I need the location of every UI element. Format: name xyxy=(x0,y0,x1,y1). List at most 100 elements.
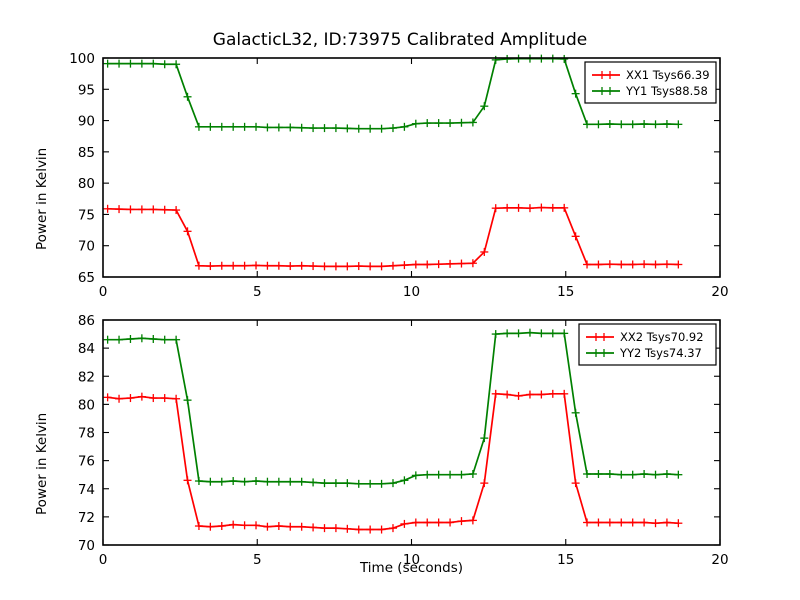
data-point-marker xyxy=(331,124,340,133)
data-point-marker xyxy=(331,524,340,533)
data-point-marker xyxy=(388,524,397,533)
data-point-marker xyxy=(149,59,158,68)
data-point-marker xyxy=(309,523,318,532)
data-point-marker xyxy=(571,408,580,417)
legend-entry-label: XX1 Tsys66.39 xyxy=(626,68,710,82)
data-point-marker xyxy=(423,518,432,527)
y-tick-label: 78 xyxy=(78,426,95,442)
data-point-marker xyxy=(103,335,112,344)
data-point-marker xyxy=(172,335,181,344)
y-tick-label: 82 xyxy=(78,369,95,385)
data-point-marker xyxy=(331,479,340,488)
data-point-marker xyxy=(217,122,226,131)
legend-entry-label: YY1 Tsys88.58 xyxy=(625,84,708,98)
data-point-marker xyxy=(286,123,295,132)
data-point-marker xyxy=(274,123,283,132)
data-point-marker xyxy=(525,390,534,399)
data-point-marker xyxy=(503,390,512,399)
data-point-marker xyxy=(560,203,569,212)
data-point-marker xyxy=(423,260,432,269)
data-point-marker xyxy=(194,522,203,531)
data-point-marker xyxy=(160,205,169,214)
legend: XX1 Tsys66.39 YY1 Tsys88.58 xyxy=(584,61,717,104)
y-tick-label: 100 xyxy=(69,51,95,67)
data-point-marker xyxy=(126,394,135,403)
data-point-marker xyxy=(354,525,363,534)
data-point-marker xyxy=(503,329,512,338)
data-point-marker xyxy=(194,122,203,131)
data-point-marker xyxy=(400,122,409,131)
data-point-marker xyxy=(537,329,546,338)
data-point-marker xyxy=(126,205,135,214)
data-point-marker xyxy=(617,260,626,269)
data-point-marker xyxy=(594,518,603,527)
data-point-marker xyxy=(423,470,432,479)
axes-frame xyxy=(102,319,721,546)
data-point-marker xyxy=(662,518,671,527)
data-point-marker xyxy=(183,92,192,101)
data-point-marker xyxy=(206,477,215,486)
data-point-marker xyxy=(583,260,592,269)
data-point-marker xyxy=(560,329,569,338)
data-point-marker xyxy=(115,394,124,403)
data-point-marker xyxy=(286,262,295,271)
data-point-marker xyxy=(388,261,397,270)
data-point-marker xyxy=(115,59,124,68)
data-point-marker xyxy=(571,232,580,241)
data-point-marker xyxy=(229,520,238,529)
x-axis-label: Time (seconds) xyxy=(359,560,464,576)
data-point-marker xyxy=(354,262,363,271)
y-tick-label: 80 xyxy=(78,397,95,413)
data-point-marker xyxy=(343,124,352,133)
data-point-marker xyxy=(229,261,238,270)
data-point-marker xyxy=(480,247,489,256)
data-point-marker xyxy=(274,477,283,486)
data-point-marker xyxy=(297,261,306,270)
data-point-marker xyxy=(628,120,637,129)
data-point-marker xyxy=(343,262,352,271)
data-point-marker xyxy=(491,389,500,398)
y-tick-label: 74 xyxy=(78,482,95,498)
data-point-marker xyxy=(103,59,112,68)
data-point-marker xyxy=(286,522,295,531)
data-point-marker xyxy=(662,260,671,269)
data-point-marker xyxy=(183,396,192,405)
data-point-marker xyxy=(240,521,249,530)
data-point-marker xyxy=(263,477,272,486)
data-point-marker xyxy=(354,479,363,488)
data-point-marker xyxy=(149,205,158,214)
data-point-marker xyxy=(320,124,329,133)
data-point-marker xyxy=(115,205,124,214)
data-point-marker xyxy=(446,259,455,268)
data-point-marker xyxy=(400,476,409,485)
data-point-marker xyxy=(674,519,683,528)
data-point-marker xyxy=(651,260,660,269)
data-point-marker xyxy=(594,120,603,129)
data-point-marker xyxy=(149,334,158,343)
data-point-marker xyxy=(240,122,249,131)
data-point-marker xyxy=(434,470,443,479)
data-point-marker xyxy=(229,477,238,486)
x-tick-label: 10 xyxy=(403,552,420,568)
y-tick-label: 80 xyxy=(78,176,95,192)
data-point-marker xyxy=(640,518,649,527)
data-point-marker xyxy=(468,516,477,525)
data-point-marker xyxy=(309,262,318,271)
data-point-marker xyxy=(400,261,409,270)
data-point-marker xyxy=(297,522,306,531)
y-tick-label: 76 xyxy=(78,454,95,470)
data-point-marker xyxy=(491,204,500,213)
data-point-marker xyxy=(160,335,169,344)
data-point-marker xyxy=(263,123,272,132)
figure-title: GalacticL32, ID:73975 Calibrated Amplitu… xyxy=(212,30,588,50)
data-point-marker xyxy=(320,262,329,271)
data-point-marker xyxy=(206,122,215,131)
x-tick-label: 0 xyxy=(99,284,108,300)
data-point-marker xyxy=(457,470,466,479)
data-point-marker xyxy=(411,518,420,527)
data-point-marker xyxy=(263,522,272,531)
data-point-marker xyxy=(240,261,249,270)
data-point-marker xyxy=(628,260,637,269)
data-point-marker xyxy=(594,260,603,269)
